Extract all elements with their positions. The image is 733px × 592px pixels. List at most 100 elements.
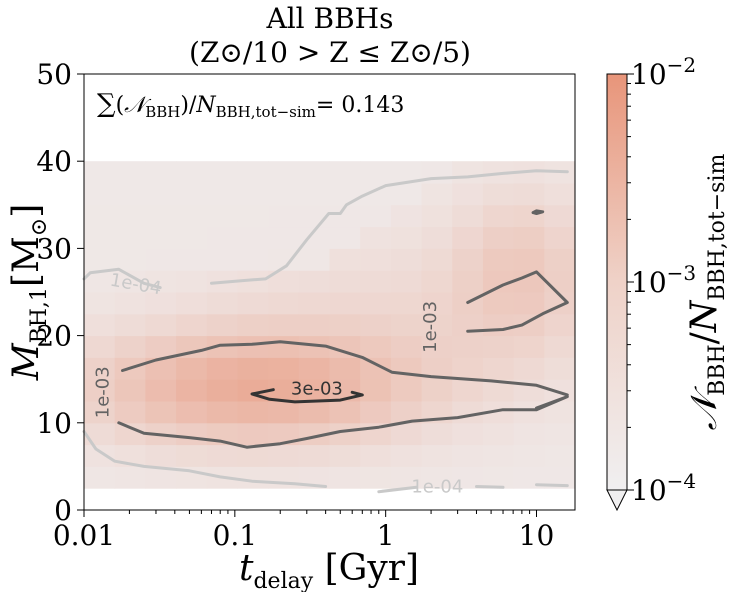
heatmap-cell	[544, 226, 576, 249]
heatmap-cell	[298, 401, 330, 424]
heatmap-cell	[421, 379, 453, 402]
heatmap-cell	[513, 335, 545, 358]
heatmap-cell	[114, 292, 146, 315]
y-axis-ticks: 0 10 20 30 40 50	[36, 58, 84, 527]
colorbar-tick-label: 10−2	[631, 53, 696, 91]
heatmap-cell	[114, 466, 146, 489]
heatmap-cell	[329, 183, 361, 206]
heatmap-cell	[421, 204, 453, 228]
heatmap-cell	[206, 161, 238, 184]
heatmap-cell	[360, 183, 392, 206]
heatmap-cell	[390, 335, 423, 358]
heatmap-cell	[482, 466, 515, 489]
heatmap-cell	[84, 183, 116, 206]
heatmap-cell	[176, 379, 208, 402]
heatmap-cell	[237, 161, 269, 184]
heatmap-cell	[176, 444, 208, 467]
heatmap-cell	[360, 335, 392, 358]
heatmap-cell	[206, 444, 238, 467]
heatmap-cell	[206, 313, 238, 337]
heatmap-cell	[329, 161, 361, 184]
heatmap-cell	[329, 444, 361, 467]
heatmap-cell	[482, 422, 515, 446]
heatmap-cell	[145, 226, 177, 249]
heatmap-cell	[268, 270, 300, 293]
heatmap-cell	[145, 357, 177, 380]
heatmap-cell	[145, 204, 177, 228]
heatmap-cell	[145, 313, 177, 337]
contour-line-1e-04	[82, 267, 162, 290]
heatmap-cell	[237, 204, 269, 228]
heatmap-cell	[84, 204, 116, 228]
heatmap-cell	[390, 226, 423, 249]
heatmap-cell	[145, 248, 177, 271]
heatmap-cell	[176, 161, 208, 184]
heatmap-cell	[482, 226, 515, 249]
heatmap-cell	[268, 292, 300, 315]
heatmap-cell	[176, 313, 208, 337]
heatmap-cell	[176, 401, 208, 424]
heatmap-cell	[360, 248, 392, 271]
heatmap-cell	[176, 270, 208, 293]
heatmap-cell	[452, 466, 484, 489]
heatmap-cell	[452, 401, 484, 424]
heatmap-cell	[176, 292, 208, 315]
heatmap-cell	[544, 270, 576, 293]
heatmap-cell	[237, 444, 269, 467]
heatmap-cell	[452, 226, 484, 249]
heatmap-cell	[114, 183, 146, 206]
y-tick-label: 10	[36, 407, 72, 440]
heatmap-cell	[206, 357, 238, 380]
heatmap-cell	[84, 422, 116, 446]
heatmap-cell	[206, 183, 238, 206]
heatmap-cell	[206, 248, 238, 271]
heatmap-cell	[482, 379, 515, 402]
heatmap-cell	[390, 183, 423, 206]
heatmap-cell	[329, 270, 361, 293]
x-tick-label: 10	[519, 519, 555, 552]
heatmap-cell	[360, 226, 392, 249]
contour-line-3e-03	[250, 388, 364, 404]
heatmap-cell	[452, 204, 484, 228]
heatmap-cell	[482, 335, 515, 358]
heatmap-cell	[298, 248, 330, 271]
heatmap-cell	[421, 270, 453, 293]
heatmap-cell	[237, 313, 269, 337]
heatmap-cell	[482, 401, 515, 424]
heatmap-cell	[329, 357, 361, 380]
contour-line-1e-03	[117, 395, 569, 449]
heatmap-cell	[114, 335, 146, 358]
heatmap-cell	[544, 204, 576, 228]
heatmap-cell	[114, 248, 146, 271]
heatmap-cell	[360, 161, 392, 184]
heatmap-cell	[421, 357, 453, 380]
heatmap-cell	[176, 248, 208, 271]
heatmap-cell	[544, 335, 576, 358]
sum-annotation: ∑(𝒩BBH)/NBBH,tot−sim= 0.143	[97, 89, 404, 121]
heatmap-cell	[176, 183, 208, 206]
heatmap-cell	[452, 161, 484, 184]
heatmap-cell	[145, 161, 177, 184]
heatmap-cell	[298, 226, 330, 249]
heatmap-cell	[84, 466, 116, 489]
heatmap-cell	[452, 248, 484, 271]
heatmap-cell	[237, 270, 269, 293]
heatmap-cell	[268, 444, 300, 467]
heatmap-cell	[390, 248, 423, 271]
heatmap-cell	[452, 183, 484, 206]
heatmap-cell	[513, 204, 545, 228]
x-tick-label: 0.1	[213, 519, 258, 552]
heatmap-cell	[544, 466, 576, 489]
heatmap-cell	[84, 401, 116, 424]
heatmap-cell	[145, 401, 177, 424]
heatmap-cell	[421, 466, 453, 489]
heatmap-cell	[513, 248, 545, 271]
heatmap-cell	[237, 357, 269, 380]
heatmap-cell	[513, 357, 545, 380]
contour-label: 1e-04	[411, 476, 463, 497]
heatmap-cell	[268, 204, 300, 228]
heatmap-cell	[268, 466, 300, 489]
heatmap-cell	[329, 335, 361, 358]
y-tick-label: 0	[54, 494, 72, 527]
contour-label: 3e-03	[291, 379, 343, 400]
